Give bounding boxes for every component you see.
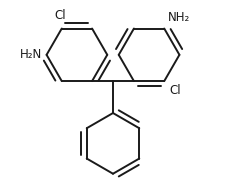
Text: NH₂: NH₂	[167, 11, 189, 24]
Text: Cl: Cl	[54, 9, 66, 22]
Text: Cl: Cl	[169, 84, 180, 97]
Text: H₂N: H₂N	[19, 48, 41, 61]
